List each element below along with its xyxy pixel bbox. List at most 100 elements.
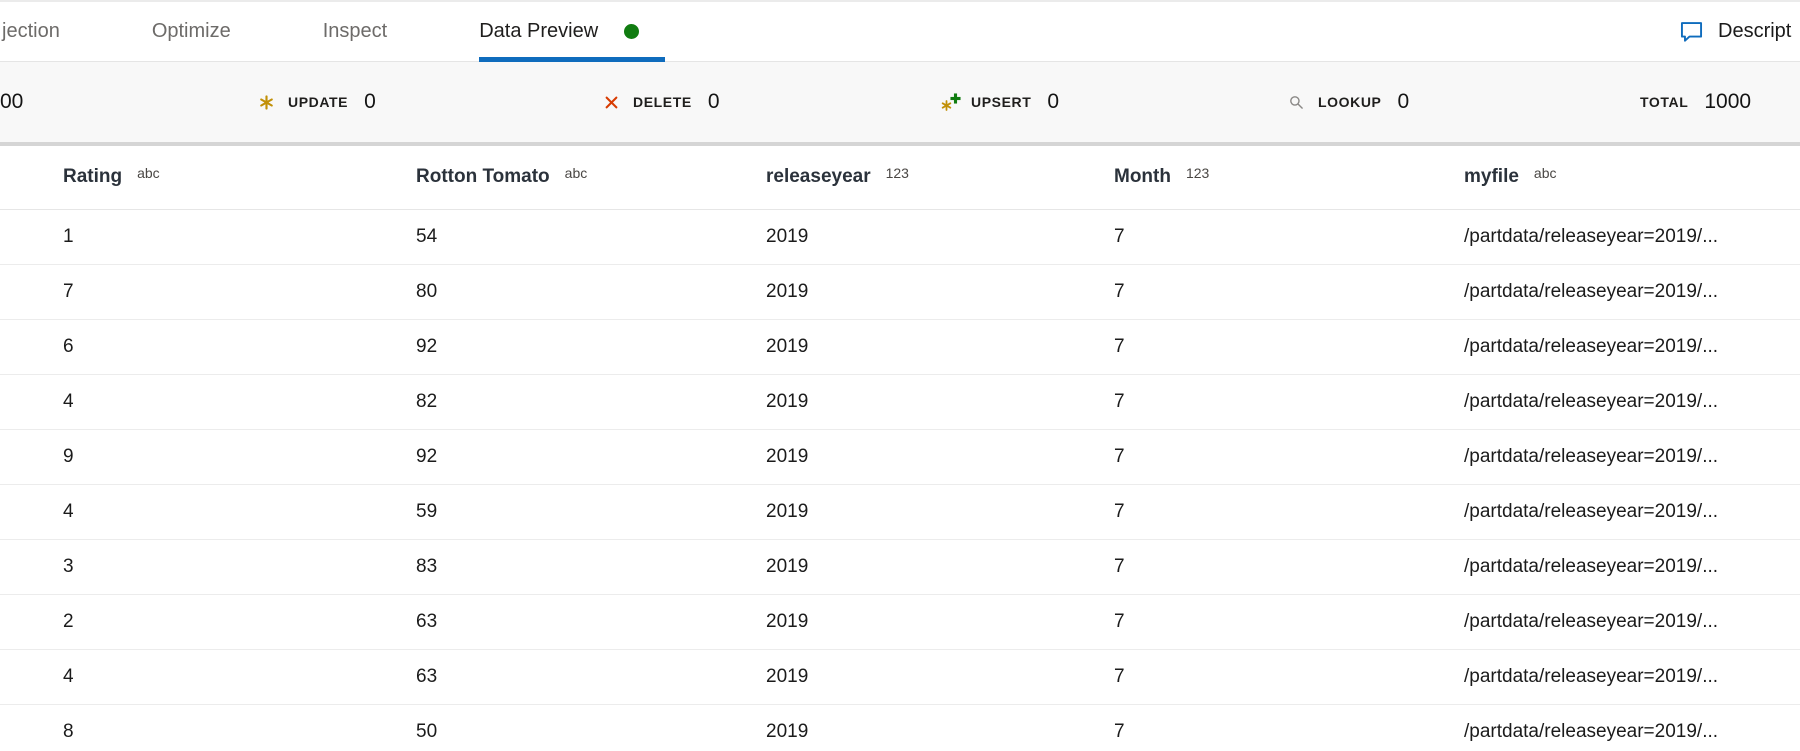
tab-label: Inspect [322,20,388,42]
stat-label: LOOKUP [1318,94,1382,110]
tab-data-preview[interactable]: Data Preview [479,2,666,62]
table-cell: /partdata/releaseyear=2019/... [1464,721,1719,742]
column-type-badge: abc [564,165,588,182]
tab-label: jection [2,20,60,42]
table-cell: /partdata/releaseyear=2019/... [1464,611,1719,632]
tab-bar: jection Optimize Inspect Data Preview De… [0,0,1800,62]
column-header-rotton-tomato[interactable]: Rotton Tomato abc [416,165,766,189]
column-name: Rotton Tomato [416,166,550,188]
stat-item: UPDATE 0 [258,62,376,142]
table-cell: 2019 [766,721,809,742]
table-cell: /partdata/releaseyear=2019/... [1464,281,1719,302]
table-cell: 7 [1114,501,1125,522]
table-cell: 8 [63,721,74,742]
table-cell: 7 [1114,666,1125,687]
table-row: 2 63 2019 7 /partdata/releaseyear=2019/.… [0,595,1800,650]
stat-icon [603,93,621,111]
update-asterisk-icon [260,95,273,110]
column-name: Rating [63,166,123,188]
stat-value: 1000 [1704,90,1752,113]
upsert-asterisk-icon [941,100,952,111]
tab-jection[interactable]: jection [2,2,60,61]
table-cell: 2019 [766,611,809,632]
stat-icon [1288,93,1306,111]
table-cell: /partdata/releaseyear=2019/... [1464,501,1719,522]
column-type-badge: 123 [885,165,909,182]
table-cell: 2019 [766,666,809,687]
stat-label: UPDATE [288,94,349,110]
table-cell: 6 [63,336,74,357]
stat-item: 00 [0,62,23,142]
stat-icon [258,93,276,111]
column-type-badge: abc [137,165,160,182]
column-header-releaseyear[interactable]: releaseyear 123 [766,165,1114,189]
stat-value: 0 [707,90,720,113]
table-cell: 2019 [766,501,809,522]
table-cell: /partdata/releaseyear=2019/... [1464,556,1719,577]
table-cell: 2019 [766,391,809,412]
tab-inspect[interactable]: Inspect [323,2,387,61]
comment-icon [1680,22,1703,42]
stat-item: TOTAL 1000 [1640,62,1751,142]
table-row: 6 92 2019 7 /partdata/releaseyear=2019/.… [0,320,1800,375]
table-cell: 7 [1114,336,1125,357]
tab-label: Optimize [151,20,231,42]
table-cell: 63 [416,611,438,632]
description-button[interactable]: Descript [1678,2,1800,61]
table-cell: 59 [416,501,438,522]
table-cell: 2019 [766,336,809,357]
stat-value: 0 [1047,90,1060,113]
tab-list: jection Optimize Inspect Data Preview [0,2,1800,62]
table-cell: 50 [416,721,438,742]
table-cell: 7 [1114,556,1125,577]
table-cell: 2019 [766,556,809,577]
table-cell: 92 [416,336,438,357]
stat-value: 0 [1397,90,1410,113]
stat-label: UPSERT [971,94,1032,110]
table-row: 9 92 2019 7 /partdata/releaseyear=2019/.… [0,430,1800,485]
table-cell: 7 [1114,281,1125,302]
table-body: 1 54 2019 7 /partdata/releaseyear=2019/.… [0,210,1800,751]
table-header-row: Rating abc Rotton Tomato abc releaseyear… [0,146,1800,210]
column-header-myfile[interactable]: myfile abc [1464,165,1800,189]
table-cell: 7 [1114,446,1125,467]
stat-value: 00 [0,90,24,113]
column-name: Month [1114,166,1171,188]
table-cell: 7 [1114,611,1125,632]
table-row: 3 83 2019 7 /partdata/releaseyear=2019/.… [0,540,1800,595]
upsert-plus-icon [950,93,961,104]
tab-optimize[interactable]: Optimize [152,2,231,61]
table-cell: 7 [63,281,74,302]
tab-label: Data Preview [479,20,599,42]
table-cell: 2019 [766,446,809,467]
column-type-badge: 123 [1185,165,1210,182]
data-preview-table: Rating abc Rotton Tomato abc releaseyear… [0,146,1800,751]
column-header-rating[interactable]: Rating abc [63,165,416,189]
column-name: myfile [1464,166,1519,188]
stat-item: LOOKUP 0 [1288,62,1409,142]
description-label: Descript [1718,20,1792,42]
column-header-month[interactable]: Month 123 [1114,165,1464,189]
table-cell: 82 [416,391,438,412]
stat-item: DELETE 0 [603,62,720,142]
preview-stats-bar: 00 UPDATE 0 [0,62,1800,146]
table-cell: 4 [63,501,74,522]
table-cell: 92 [416,446,438,467]
stat-label: TOTAL [1640,94,1689,110]
table-row: 4 63 2019 7 /partdata/releaseyear=2019/.… [0,650,1800,705]
table-cell: 2019 [766,281,809,302]
table-cell: 1 [63,226,74,247]
table-cell: 2 [63,611,74,632]
table-cell: 7 [1114,226,1125,247]
delete-x-icon [605,96,618,109]
stat-item: UPSERT 0 [941,62,1059,142]
table-cell: /partdata/releaseyear=2019/... [1464,391,1719,412]
table-cell: /partdata/releaseyear=2019/... [1464,226,1719,247]
table-row: 1 54 2019 7 /partdata/releaseyear=2019/.… [0,210,1800,265]
column-type-badge: abc [1533,165,1557,182]
table-cell: 7 [1114,721,1125,742]
table-cell: 4 [63,666,74,687]
lookup-magnifier-icon [1290,96,1303,109]
table-cell: 54 [416,226,438,247]
table-row: 8 50 2019 7 /partdata/releaseyear=2019/.… [0,705,1800,751]
